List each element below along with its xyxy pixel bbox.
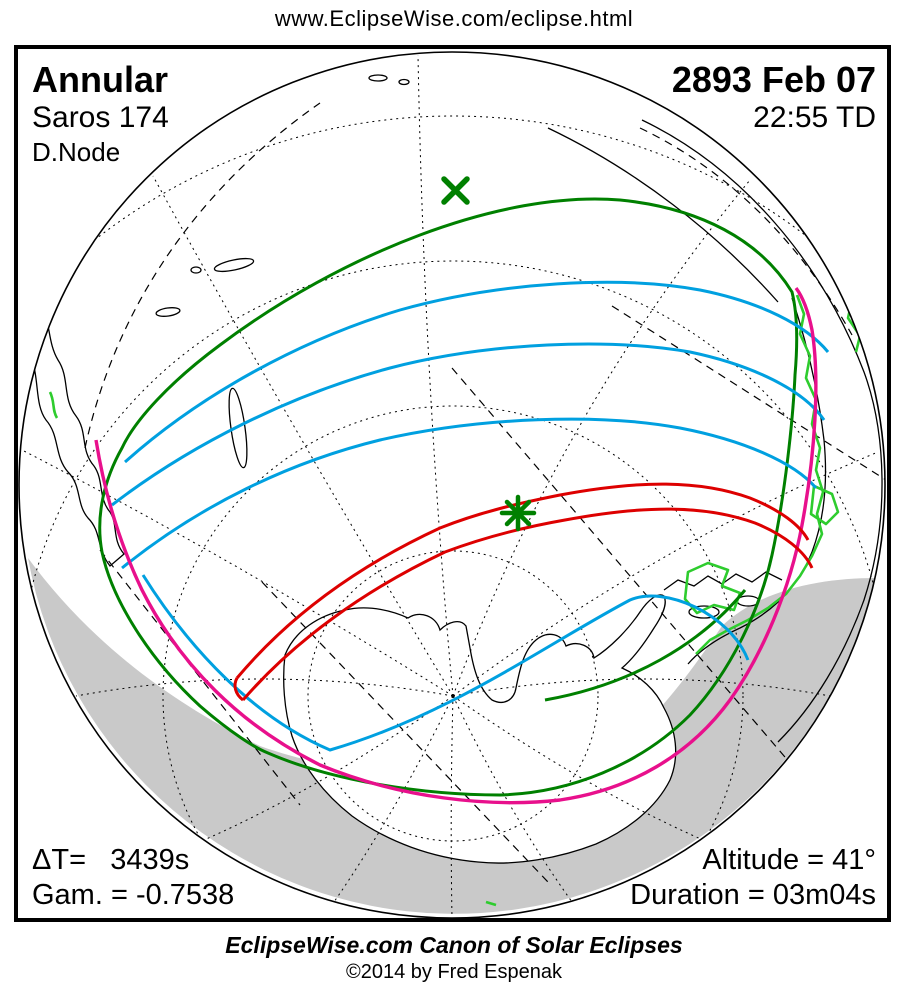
graticule-parallels (19, 115, 885, 918)
eclipse-date-label: 2893 Feb 07 (671, 59, 876, 100)
island (155, 307, 181, 317)
dashed-reference-lines (84, 102, 885, 883)
penumbral-limit-inner-arc (544, 589, 747, 702)
eclipse-info-bottom-left: ΔT= 3439s Gam. = -0.7538 (32, 843, 234, 913)
node-label: D.Node (32, 137, 121, 167)
eclipse-magnitude-curves (111, 280, 830, 752)
island (368, 74, 388, 82)
saros-label: Saros 174 (32, 101, 169, 134)
left-coast-highlight (48, 391, 59, 419)
coastline-upper-right (547, 127, 779, 303)
page-url-header: www.EclipseWise.com/eclipse.html (274, 6, 634, 31)
island (213, 257, 255, 273)
altitude-label: Altitude = 41° (702, 844, 876, 876)
island (190, 266, 202, 274)
eclipse-info-top-right: 2893 Feb 07 22:55 TD (672, 60, 876, 136)
graticule-meridians (21, 54, 879, 918)
globe-contents (19, 52, 885, 918)
path-of-annularity (233, 482, 814, 702)
greatest-eclipse-marker (499, 494, 537, 532)
x-cross-marker (441, 176, 470, 205)
annularity-north-limit (235, 482, 810, 679)
left-islands-landmass (25, 296, 125, 567)
eclipse-time-label: 22:55 TD (753, 101, 876, 134)
night-shading (28, 558, 876, 914)
footer-title: EclipseWise.com Canon of Solar Eclipses (225, 932, 683, 958)
coast-highlight-speck (485, 900, 497, 907)
south-america-east-coastline (641, 119, 883, 743)
eclipse-type-label: Annular (32, 59, 169, 100)
coast-highlight-patch (809, 484, 840, 526)
delta-t-label: ΔT= 3439s (32, 844, 190, 876)
annularity-south-limit (241, 507, 814, 701)
penumbral-limit-curve (98, 197, 799, 797)
globe-rim (18, 51, 886, 919)
sunrise-sunset-curve (94, 286, 818, 805)
footer-copyright: ©2014 by Fred Espenak (346, 961, 562, 983)
gamma-label: Gam. = -0.7538 (32, 879, 235, 911)
eclipse-info-top-left: Annular Saros 174 D.Node (32, 60, 169, 168)
annularity-west-cap (233, 677, 244, 702)
eclipse-info-bottom-right: Altitude = 41° Duration = 03m04s (630, 843, 876, 913)
island (398, 78, 410, 86)
duration-label: Duration = 03m04s (630, 879, 876, 911)
